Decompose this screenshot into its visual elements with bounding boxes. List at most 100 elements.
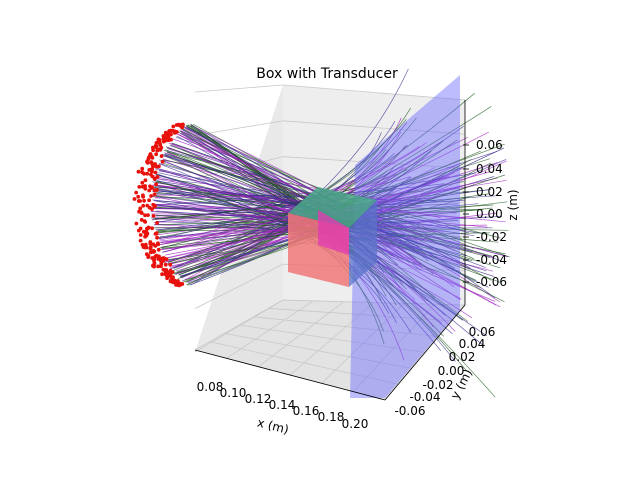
transducer-point [141, 245, 146, 250]
transducer-point [171, 124, 176, 129]
transducer-point [139, 218, 144, 222]
transducer-point [152, 261, 157, 265]
box-object [288, 187, 377, 287]
transducer-point [147, 198, 152, 203]
transducer-point [172, 131, 177, 135]
y-tick-label: 0.06 [469, 325, 496, 339]
transducer-point [154, 182, 159, 187]
box-face-top [288, 187, 377, 228]
transducer-point [145, 231, 150, 236]
grid-line [194, 263, 284, 310]
axis-lines [194, 100, 466, 401]
x-tick-label: 0.20 [342, 417, 369, 431]
transducer-point [149, 194, 154, 198]
transducer-point [152, 177, 157, 181]
transducer-point [137, 209, 142, 214]
x-tick-label: 0.10 [220, 386, 247, 400]
transducer-point [156, 241, 160, 246]
transducer-point [143, 242, 148, 247]
grid-line [282, 120, 466, 135]
x-tick-label: 0.14 [269, 398, 296, 412]
transducer-point [136, 199, 141, 203]
transducer-point [134, 190, 139, 195]
y-tick-label: -0.06 [394, 404, 425, 418]
transducer-point [160, 272, 165, 277]
transducer-point [140, 180, 145, 185]
transducer-point [148, 250, 153, 255]
transducer-point [168, 262, 173, 267]
transducer-point [156, 257, 161, 261]
transducer-point [137, 185, 142, 189]
transducer-point [164, 132, 169, 136]
y-tick-label: -0.04 [409, 390, 440, 404]
z-tick-label: 0.00 [476, 207, 503, 221]
transducer-point [154, 152, 159, 157]
transducer-point [140, 170, 145, 175]
transducer-point [163, 269, 168, 274]
transducer-point [154, 253, 159, 258]
transducer-point [143, 178, 148, 183]
transducer-point [149, 186, 154, 191]
y-axis-line [384, 304, 466, 401]
transducer-point [142, 198, 147, 203]
x-tick-label: 0.16 [293, 404, 320, 418]
grid-line [194, 84, 284, 93]
transducer-point [143, 213, 147, 218]
transducer-point [165, 276, 170, 281]
transducer-point [159, 262, 164, 266]
transducer-point [161, 134, 166, 138]
floor-pane [195, 300, 465, 400]
transducer-point [168, 268, 173, 273]
left-pane [195, 85, 283, 352]
transducer-point [170, 276, 175, 280]
z-tick-label: -0.06 [476, 275, 507, 289]
transducer-point [171, 280, 175, 285]
transducer-point [138, 233, 143, 237]
transducer-point [153, 244, 158, 248]
transducer-point [155, 148, 160, 153]
transducer-point [152, 192, 157, 197]
box-face-right [349, 200, 377, 287]
z-tick-label: -0.04 [476, 253, 507, 267]
transducer-point [132, 197, 137, 201]
x-axis-line [194, 349, 386, 401]
transducer-point [148, 241, 153, 246]
transducer-point [140, 166, 145, 171]
transducer-point [138, 226, 143, 231]
grid-line [282, 84, 466, 101]
transducer-point [154, 145, 159, 150]
transducer-point [156, 264, 161, 269]
transducer-point [145, 161, 150, 165]
z-tick-label: 0.04 [476, 162, 503, 176]
transducer-point [163, 262, 168, 267]
x-tick-label: 0.12 [245, 392, 272, 406]
transducer-point [153, 170, 158, 175]
transducer-point [136, 169, 141, 174]
transducer-point [150, 226, 155, 231]
y-tick-label: 0.04 [459, 337, 486, 351]
chart-title: Box with Transducer [256, 66, 398, 82]
z-tick-label: 0.02 [476, 185, 503, 199]
transducer-point [136, 194, 141, 199]
transducer-point [140, 184, 145, 189]
z-tick-label: 0.06 [476, 138, 503, 152]
transducer-point [146, 213, 150, 218]
transducer-point [138, 238, 143, 243]
transducer-point [146, 255, 151, 259]
transducer-point [159, 154, 164, 159]
transducer-point [161, 256, 166, 260]
transducer-point [178, 281, 183, 286]
transducer-point [154, 164, 159, 169]
transducer-point [138, 206, 143, 211]
box-face-inner [318, 210, 349, 255]
transducer-point [152, 188, 157, 193]
y-tick-label: 0.02 [449, 350, 476, 364]
ray [190, 68, 409, 286]
transducer-point [155, 175, 160, 179]
transducer-point [150, 156, 155, 160]
receiver-plane [350, 75, 460, 398]
transducer-point [143, 220, 148, 224]
x-axis-label: x (m) [256, 415, 290, 436]
transducer-point [147, 205, 152, 210]
transducer-point [145, 171, 150, 176]
